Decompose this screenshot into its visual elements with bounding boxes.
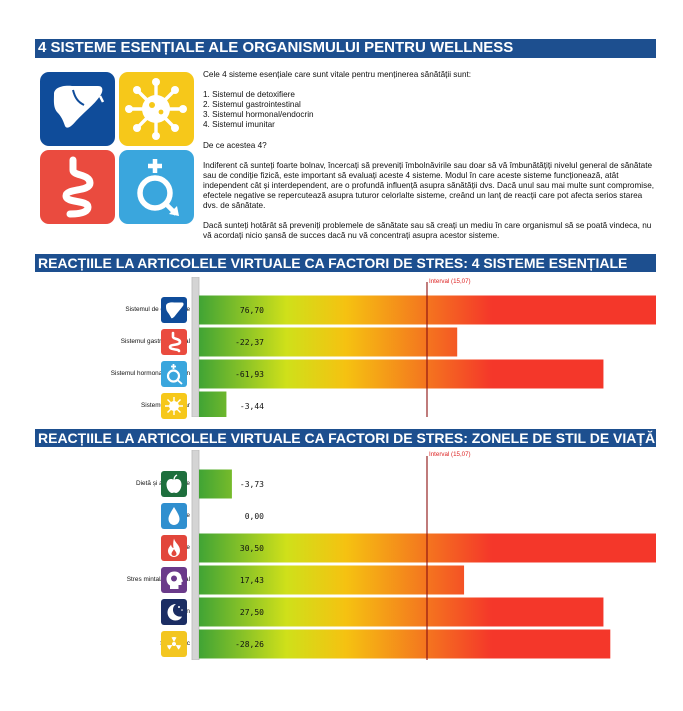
category-label: Sistemul hormonal/endocrin — [110, 370, 190, 377]
interval-label: Interval (15,07) — [429, 451, 471, 458]
interval-label: Interval (15,07) — [429, 278, 471, 285]
value-label: 27,50 — [239, 607, 264, 617]
hormone-tile — [119, 150, 194, 224]
intro-question: De ce acestea 4? — [203, 141, 267, 150]
list-item: 3. Sistemul hormonal/endocrin — [203, 110, 314, 119]
virus-icon — [125, 78, 187, 140]
radiation-icon — [167, 637, 181, 650]
virus-icon-badge — [161, 393, 187, 419]
list-item: 1. Sistemul de detoxifiere — [203, 90, 295, 99]
value-label: 0,00 — [244, 511, 264, 521]
list-item: 4. Sistemul imunitar — [203, 120, 275, 129]
bar — [199, 597, 604, 627]
category-label: Sistemul de detoxifiere — [125, 306, 190, 313]
systems-icon-grid — [40, 72, 194, 224]
category-label: Sistemul gastrointestinal — [120, 338, 190, 345]
bar — [199, 629, 611, 659]
chart-plot — [191, 277, 656, 417]
chart-1-title: REACȚIILE LA ARTICOLELE VIRTUALE CA FACT… — [35, 254, 656, 272]
page-title: 4 SISTEME ESENȚIALE ALE ORGANISMULUI PEN… — [35, 39, 656, 58]
systems-list: 1. Sistemul de detoxifiere 2. Sistemul g… — [203, 90, 658, 130]
head-icon — [166, 571, 183, 589]
value-label: -61,93 — [235, 369, 264, 379]
scroll-strip — [191, 450, 200, 660]
value-label: -3,44 — [239, 401, 264, 411]
liver-tile — [40, 72, 115, 146]
value-label: -22,37 — [235, 337, 264, 347]
moon-icon — [167, 604, 183, 621]
bar — [199, 327, 458, 357]
apple-icon — [166, 474, 182, 493]
flame-icon — [168, 538, 180, 557]
bar — [199, 565, 465, 595]
chart-2-title: REACȚIILE LA ARTICOLELE VIRTUALE CA FACT… — [35, 429, 656, 447]
hormone-icon-badge — [161, 361, 187, 387]
intro-paragraph-1: Indiferent că sunteți foarte bolnav, înc… — [203, 161, 655, 210]
intro-lead: Cele 4 sisteme esențiale care sunt vital… — [203, 70, 472, 79]
immune-tile — [119, 72, 194, 146]
stomach-icon-badge — [161, 329, 187, 355]
list-item: 2. Sistemul gastrointestinal — [203, 100, 301, 109]
intro-paragraph-2: Dacă sunteți hotărât să preveniți proble… — [203, 221, 652, 240]
lifestyle-chart: Interval (15,07)Dietă și alimentație-3,7… — [35, 450, 656, 660]
systems-chart: Interval (15,07) Sistemul de detoxifiere 7… — [35, 277, 656, 419]
scroll-strip — [191, 277, 200, 417]
stomach-icon — [168, 331, 182, 353]
water-drop-icon — [168, 507, 180, 525]
value-label: -28,26 — [235, 639, 264, 649]
bar — [199, 469, 232, 499]
liver-icon — [166, 302, 184, 319]
liver-icon — [53, 85, 105, 128]
virus-icon — [165, 397, 183, 415]
head-icon-badge — [161, 567, 187, 593]
intro-text: Cele 4 sisteme esențiale care sunt vital… — [203, 70, 658, 241]
value-label: -3,73 — [239, 479, 264, 489]
radiation-icon-badge — [161, 631, 187, 657]
category-label: Stres mintal/emoțional — [126, 576, 190, 583]
liver-icon-badge — [161, 297, 187, 323]
hormone-icon — [166, 364, 183, 385]
value-label: 76,70 — [239, 305, 264, 315]
bar — [199, 359, 604, 389]
value-label: 30,50 — [239, 543, 264, 553]
gut-tile — [40, 150, 115, 224]
chart-plot — [191, 450, 656, 660]
apple-icon-badge — [161, 471, 187, 497]
flame-icon-badge — [161, 535, 187, 561]
value-label: 17,43 — [239, 575, 264, 585]
hormone-icon — [137, 159, 179, 216]
stomach-icon — [62, 156, 94, 218]
bar — [199, 391, 227, 417]
moon-icon-badge — [161, 599, 187, 625]
water-drop-icon-badge — [161, 503, 187, 529]
